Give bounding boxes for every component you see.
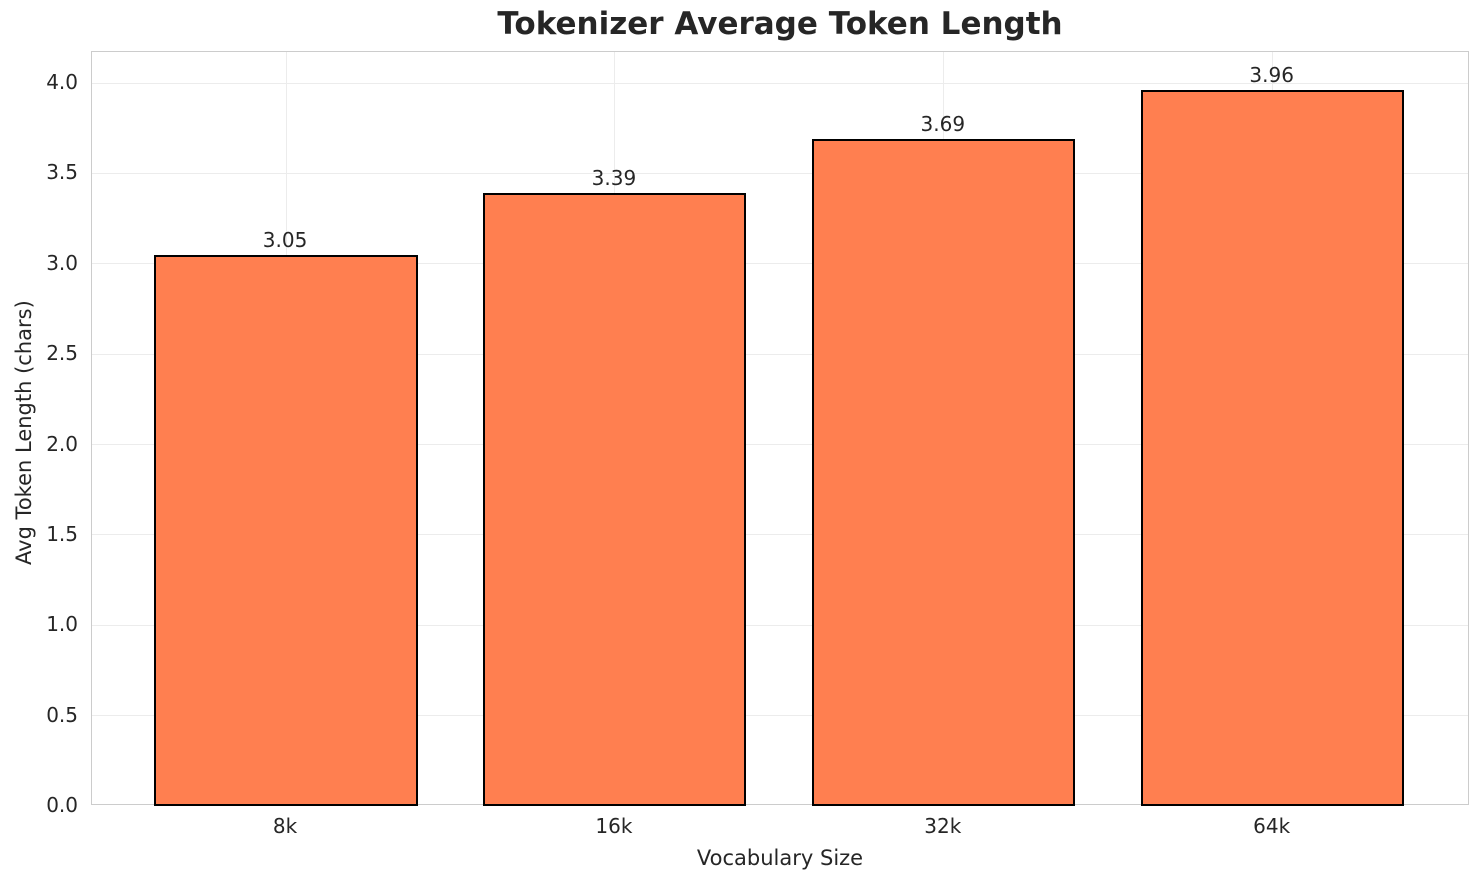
chart-title: Tokenizer Average Token Length xyxy=(497,6,1063,42)
gridline-h xyxy=(92,263,1468,265)
y-tick-label: 2.0 xyxy=(46,431,78,456)
bar-32k xyxy=(812,139,1076,806)
gridline-h xyxy=(92,534,1468,536)
y-tick-label: 0.0 xyxy=(46,793,78,817)
y-tick-label: 1.0 xyxy=(46,612,78,637)
gridline-h xyxy=(92,172,1468,174)
y-tick-label: 2.5 xyxy=(46,341,78,366)
bar-value-label: 3.96 xyxy=(1249,63,1294,88)
bar-value-label: 3.39 xyxy=(591,166,637,191)
x-tick-label: 32k xyxy=(924,814,962,838)
bar-8k xyxy=(154,254,418,806)
y-tick-label: 0.5 xyxy=(46,702,78,727)
gridline-h xyxy=(92,624,1468,626)
bar-16k xyxy=(483,193,747,806)
y-tick-label: 1.5 xyxy=(46,521,78,546)
y-tick-label: 3.5 xyxy=(46,160,78,185)
gridline-h xyxy=(92,353,1468,355)
bar-value-label: 3.05 xyxy=(262,227,308,252)
bar-value-label: 3.69 xyxy=(920,112,966,137)
plot-area xyxy=(91,51,1469,806)
gridline-h xyxy=(92,715,1468,717)
gridline-h xyxy=(92,444,1468,446)
gridline-h xyxy=(92,82,1468,84)
y-tick-label: 4.0 xyxy=(46,70,78,95)
bar-64k xyxy=(1141,90,1405,806)
x-tick-label: 8k xyxy=(272,814,298,838)
y-tick-label: 3.0 xyxy=(46,250,78,275)
x-tick-label: 16k xyxy=(595,814,633,838)
x-axis-label: Vocabulary Size xyxy=(696,846,864,870)
x-tick-label: 64k xyxy=(1253,814,1291,838)
